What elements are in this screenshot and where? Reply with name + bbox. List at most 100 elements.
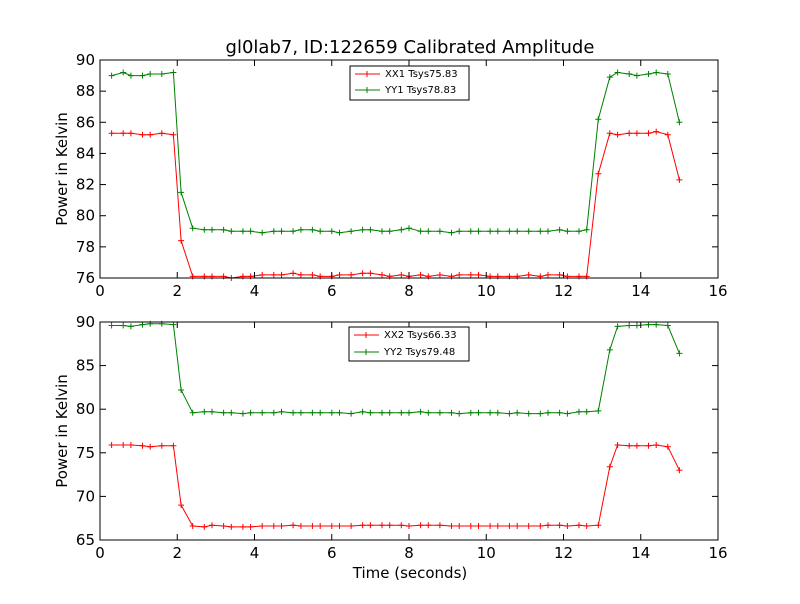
y-axis-ticks: 76 78 80 82 84 86 88 90 (76, 51, 718, 287)
data-point-xx1 (147, 131, 154, 138)
legend-marker-xx1 (364, 71, 370, 77)
data-point-xx2 (270, 523, 277, 529)
data-point-yy1 (348, 228, 355, 235)
data-point-yy2 (170, 321, 177, 328)
data-point-xx2 (425, 522, 432, 529)
data-point-yy2 (425, 409, 432, 416)
data-point-yy2 (448, 409, 455, 416)
data-point-yy2 (595, 407, 602, 414)
data-point-xx1 (606, 130, 613, 137)
data-point-xx1 (170, 131, 177, 138)
data-point-xx2 (456, 523, 463, 529)
data-point-yy2 (664, 322, 671, 329)
data-point-xx2 (259, 523, 266, 529)
legend-label-yy1: YY1 Tsys78.83 (384, 85, 456, 96)
data-point-xx1 (270, 271, 277, 278)
x-axis-label: Time (seconds) (352, 564, 468, 582)
y-axis-label: Power in Kelvin (53, 374, 71, 488)
data-point-yy2 (386, 409, 393, 416)
data-point-xx2 (290, 522, 297, 529)
x-tick-label: 8 (404, 282, 414, 300)
data-point-yy2 (189, 409, 196, 416)
data-point-xx1 (595, 170, 602, 177)
data-point-yy1 (653, 69, 660, 76)
data-point-xx2 (653, 442, 660, 448)
data-point-xx2 (525, 523, 532, 529)
data-point-yy1 (209, 226, 215, 233)
x-tick-label: 6 (327, 282, 337, 300)
data-point-yy2 (487, 409, 494, 416)
data-point-xx2 (178, 502, 185, 509)
data-point-yy1 (606, 74, 613, 81)
data-point-yy2 (506, 410, 513, 417)
data-point-xx2 (147, 443, 154, 450)
data-point-yy2 (209, 408, 215, 415)
data-point-yy2 (614, 323, 621, 330)
legend: XX1 Tsys75.83 YY1 Tsys78.83 (349, 65, 470, 101)
data-point-yy1 (676, 119, 683, 126)
y-tick-label: 84 (76, 144, 95, 162)
y-axis-ticks: 65 70 75 80 85 90 (76, 313, 718, 549)
data-point-yy2 (406, 409, 412, 416)
series-layer (108, 320, 683, 530)
data-point-yy2 (328, 409, 335, 416)
data-point-yy2 (398, 409, 405, 416)
data-point-yy2 (317, 409, 324, 416)
data-point-xx1 (653, 128, 660, 135)
data-point-yy2 (537, 410, 544, 417)
data-point-xx1 (633, 130, 640, 137)
data-point-yy1 (425, 228, 432, 235)
data-point-xx2 (417, 522, 424, 529)
data-point-yy1 (328, 228, 335, 235)
data-point-xx2 (328, 523, 335, 529)
series-line-yy1 (111, 71, 680, 234)
data-point-yy2 (379, 409, 385, 416)
data-point-yy1 (201, 226, 208, 233)
data-point-yy1 (556, 226, 563, 233)
data-point-yy1 (514, 228, 521, 235)
x-tick-label: 8 (404, 544, 414, 562)
data-point-yy1 (359, 226, 366, 233)
y-tick-label: 85 (76, 357, 95, 375)
legend-box (348, 326, 470, 362)
data-point-yy2 (108, 322, 115, 329)
data-point-xx2 (448, 523, 455, 529)
data-point-yy2 (494, 409, 501, 416)
data-point-yy1 (487, 228, 494, 235)
data-point-xx2 (278, 523, 285, 529)
data-point-xx2 (564, 523, 571, 529)
data-point-yy1 (576, 228, 582, 235)
data-point-yy1 (545, 228, 551, 235)
data-point-xx2 (645, 442, 652, 449)
data-point-yy1 (406, 225, 412, 232)
x-axis-ticks: 0 2 4 6 8 10 12 14 16 (95, 322, 728, 562)
x-tick-label: 10 (477, 544, 496, 562)
data-point-yy2 (606, 346, 613, 353)
data-point-yy2 (247, 409, 254, 416)
data-point-yy2 (564, 410, 571, 417)
data-point-xx1 (676, 176, 683, 183)
y-tick-label: 65 (76, 531, 95, 549)
x-tick-label: 2 (172, 282, 182, 300)
data-point-yy1 (626, 71, 633, 77)
y-tick-label: 78 (76, 238, 95, 256)
data-point-yy1 (317, 228, 324, 235)
x-tick-label: 0 (95, 282, 105, 300)
data-point-xx1 (367, 270, 374, 277)
data-point-yy2 (583, 408, 590, 415)
legend-label-yy2: YY2 Tsys79.48 (383, 347, 455, 358)
x-tick-label: 2 (172, 544, 182, 562)
data-point-xx1 (108, 130, 115, 137)
y-tick-label: 88 (76, 82, 95, 100)
data-point-yy2 (220, 409, 227, 416)
data-point-xx2 (239, 523, 246, 530)
data-point-xx2 (158, 442, 165, 449)
y-tick-label: 90 (76, 313, 95, 331)
data-point-xx2 (108, 442, 115, 448)
x-axis-ticks: 0 2 4 6 8 10 12 14 16 (95, 60, 728, 300)
data-point-yy1 (537, 228, 544, 235)
data-point-yy1 (158, 71, 165, 77)
data-point-yy2 (417, 408, 424, 415)
data-point-xx2 (336, 523, 343, 529)
data-point-yy2 (359, 408, 366, 415)
